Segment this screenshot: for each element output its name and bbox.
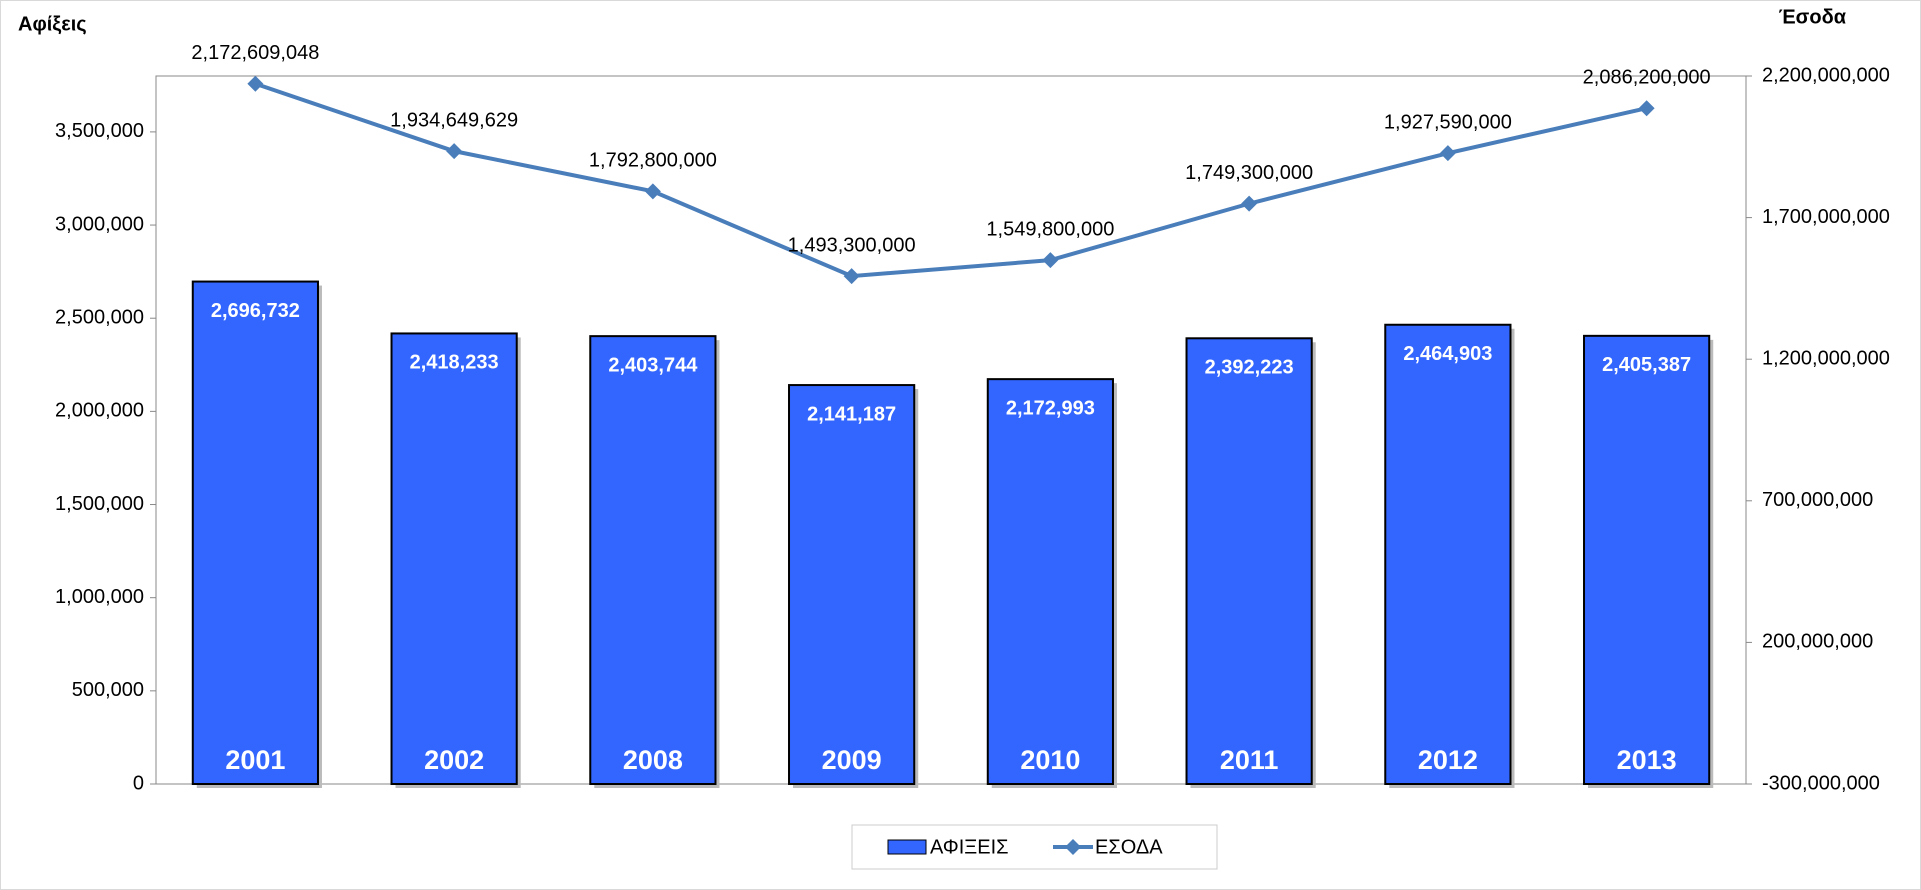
- line-marker: [247, 75, 264, 92]
- line-value-label: 1,792,800,000: [589, 150, 717, 172]
- line-marker: [843, 268, 860, 285]
- bar-value-label: 2,403,744: [608, 354, 698, 376]
- bar: [986, 378, 1114, 785]
- bar-value-label: 2,464,903: [1403, 343, 1492, 365]
- line-marker: [644, 183, 661, 200]
- y-tick-label: 3,500,000: [55, 120, 144, 142]
- bar-value-label: 2,405,387: [1602, 354, 1691, 376]
- bar-value-label: 2,392,223: [1205, 357, 1294, 379]
- line-marker: [446, 143, 463, 160]
- category-label: 2002: [424, 745, 484, 775]
- category-label: 2010: [1020, 745, 1080, 775]
- legend-swatch: [887, 839, 927, 855]
- bar: [1185, 337, 1313, 785]
- line-value-label: 2,086,200,000: [1583, 67, 1711, 89]
- line-value-label: 1,493,300,000: [788, 234, 916, 256]
- bar: [788, 384, 916, 785]
- bar: [589, 335, 717, 785]
- y-tick-label: 1,500,000: [55, 493, 144, 515]
- bar-value-label: 2,172,993: [1006, 397, 1095, 419]
- y-axis-title: Αφίξεις: [18, 13, 87, 35]
- y2-tick-label: 1,700,000,000: [1762, 206, 1890, 228]
- bar-value-label: 2,696,732: [211, 300, 300, 322]
- bar: [1384, 323, 1512, 785]
- category-label: 2013: [1617, 745, 1677, 775]
- y-tick-label: 3,000,000: [55, 213, 144, 235]
- category-label: 2009: [822, 745, 882, 775]
- y-tick-label: 0: [133, 772, 144, 794]
- bar: [1583, 334, 1711, 785]
- line-value-label: 1,549,800,000: [986, 218, 1114, 240]
- plot-area: [155, 75, 1747, 785]
- line-marker: [1638, 100, 1655, 117]
- category-label: 2012: [1418, 745, 1478, 775]
- line: [254, 81, 1648, 279]
- legend-label: ΕΣΟΔΑ: [1095, 836, 1163, 858]
- line-value-label: 1,927,590,000: [1384, 111, 1512, 133]
- line-value-label: 1,934,649,629: [390, 109, 518, 131]
- y-tick-label: 2,500,000: [55, 306, 144, 328]
- y2-tick-label: 2,200,000,000: [1762, 64, 1890, 86]
- category-label: 2011: [1220, 745, 1279, 775]
- y-tick-label: 2,000,000: [55, 400, 144, 422]
- y2-tick-label: 700,000,000: [1762, 489, 1873, 511]
- category-label: 2008: [623, 745, 683, 775]
- y2-tick-label: 200,000,000: [1762, 631, 1873, 653]
- legend-marker: [1065, 839, 1081, 855]
- line-marker: [1042, 252, 1059, 269]
- line-marker: [1241, 195, 1258, 212]
- bar: [191, 280, 319, 785]
- line-marker: [1439, 145, 1456, 162]
- y-tick-label: 1,000,000: [55, 586, 144, 608]
- legend-label: ΑΦΙΞΕΙΣ: [930, 836, 1009, 858]
- bar: [390, 332, 518, 785]
- y2-axis-title: Έσοδα: [1779, 6, 1847, 28]
- y2-tick-label: -300,000,000: [1762, 772, 1880, 794]
- line-value-label: 1,749,300,000: [1185, 162, 1313, 184]
- y-tick-label: 500,000: [72, 679, 144, 701]
- category-label: 2001: [225, 745, 285, 775]
- bar-value-label: 2,418,233: [410, 352, 499, 374]
- bar-value-label: 2,141,187: [807, 403, 896, 425]
- line-value-label: 2,172,609,048: [191, 42, 319, 64]
- y2-tick-label: 1,200,000,000: [1762, 347, 1890, 369]
